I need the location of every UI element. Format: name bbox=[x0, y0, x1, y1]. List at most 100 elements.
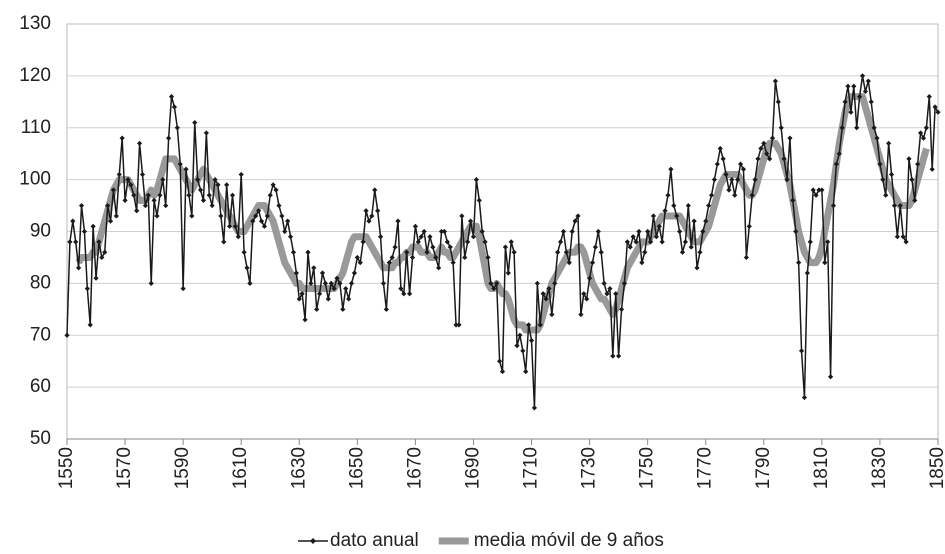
data-point bbox=[810, 187, 816, 193]
data-point bbox=[96, 239, 102, 245]
data-point bbox=[99, 254, 105, 261]
data-point bbox=[920, 135, 927, 141]
data-point bbox=[479, 228, 485, 235]
data-point bbox=[700, 228, 706, 235]
data-point bbox=[642, 249, 648, 255]
data-point bbox=[148, 280, 154, 286]
data-point bbox=[537, 322, 543, 328]
data-point bbox=[168, 94, 175, 100]
data-point bbox=[250, 218, 256, 224]
data-point bbox=[674, 213, 680, 219]
legend: dato anual media móvil de 9 años bbox=[298, 530, 664, 551]
data-point bbox=[171, 104, 178, 110]
data-point bbox=[337, 280, 343, 286]
x-tick-label: 1670 bbox=[404, 447, 425, 489]
data-point bbox=[630, 234, 636, 240]
data-point bbox=[450, 260, 456, 266]
data-point bbox=[543, 296, 549, 302]
data-point bbox=[195, 177, 201, 183]
data-point bbox=[581, 291, 587, 297]
data-point bbox=[491, 285, 497, 292]
data-point bbox=[424, 249, 430, 255]
x-tick-label: 1610 bbox=[230, 447, 251, 489]
data-point bbox=[679, 249, 686, 255]
data-point bbox=[200, 197, 207, 203]
data-point bbox=[473, 177, 479, 183]
data-point bbox=[215, 182, 221, 188]
data-point bbox=[778, 125, 784, 131]
data-point bbox=[331, 285, 337, 292]
data-point bbox=[557, 239, 564, 245]
data-point bbox=[845, 83, 851, 89]
data-point bbox=[343, 285, 349, 292]
data-point bbox=[819, 187, 825, 193]
data-point bbox=[357, 260, 363, 266]
data-point bbox=[102, 249, 108, 255]
x-tick-label: 1770 bbox=[695, 447, 716, 489]
data-point bbox=[113, 213, 119, 219]
x-tick-label: 1690 bbox=[462, 447, 483, 489]
data-point bbox=[302, 317, 308, 323]
data-point bbox=[575, 213, 581, 219]
data-point bbox=[166, 135, 172, 141]
x-tick-label: 1550 bbox=[56, 447, 77, 489]
data-point bbox=[793, 228, 799, 235]
data-point bbox=[154, 213, 160, 219]
data-point bbox=[645, 228, 651, 235]
x-tick-label: 1830 bbox=[869, 447, 890, 489]
data-point bbox=[587, 275, 593, 281]
data-point bbox=[563, 249, 569, 255]
x-tick-label: 1790 bbox=[753, 447, 774, 489]
data-point bbox=[517, 332, 523, 338]
data-point bbox=[372, 187, 378, 193]
data-point bbox=[375, 208, 381, 214]
data-point bbox=[366, 218, 372, 224]
data-point bbox=[659, 239, 665, 245]
data-point bbox=[290, 249, 297, 255]
x-tick-label: 1650 bbox=[346, 447, 367, 489]
data-point bbox=[703, 218, 709, 224]
data-point bbox=[369, 213, 375, 219]
data-point bbox=[708, 192, 715, 198]
data-point bbox=[717, 145, 723, 152]
data-point bbox=[729, 177, 735, 183]
y-tick-label: 70 bbox=[30, 324, 51, 345]
data-point bbox=[825, 239, 831, 245]
data-point bbox=[406, 291, 413, 297]
data-point bbox=[723, 171, 729, 178]
data-point bbox=[84, 285, 90, 292]
data-point bbox=[224, 182, 230, 188]
data-point bbox=[209, 202, 215, 209]
data-point bbox=[764, 151, 770, 157]
data-point bbox=[607, 285, 613, 292]
data-point bbox=[328, 280, 334, 286]
data-point bbox=[508, 239, 514, 245]
y-tick-label: 60 bbox=[30, 376, 51, 397]
data-point bbox=[157, 192, 163, 198]
data-point bbox=[67, 239, 73, 245]
data-point bbox=[772, 78, 779, 84]
data-point bbox=[174, 125, 180, 131]
data-point bbox=[235, 234, 241, 240]
legend-label: media móvil de 9 años bbox=[474, 530, 664, 551]
data-point bbox=[915, 161, 921, 167]
data-point bbox=[552, 280, 558, 286]
data-point bbox=[206, 192, 212, 198]
data-point bbox=[935, 109, 941, 115]
data-point bbox=[145, 192, 151, 198]
x-tick-label: 1810 bbox=[811, 447, 832, 489]
data-point bbox=[404, 249, 410, 255]
data-point bbox=[438, 228, 445, 235]
data-point bbox=[421, 228, 427, 235]
data-point bbox=[807, 239, 813, 245]
x-tick-label: 1570 bbox=[114, 447, 135, 489]
data-point bbox=[267, 192, 273, 198]
data-point bbox=[81, 228, 88, 235]
data-point bbox=[163, 202, 169, 209]
data-point bbox=[238, 171, 244, 178]
data-point bbox=[926, 94, 932, 100]
data-point bbox=[316, 291, 323, 297]
data-point bbox=[735, 177, 741, 183]
data-point bbox=[534, 280, 540, 286]
data-point bbox=[279, 213, 285, 219]
